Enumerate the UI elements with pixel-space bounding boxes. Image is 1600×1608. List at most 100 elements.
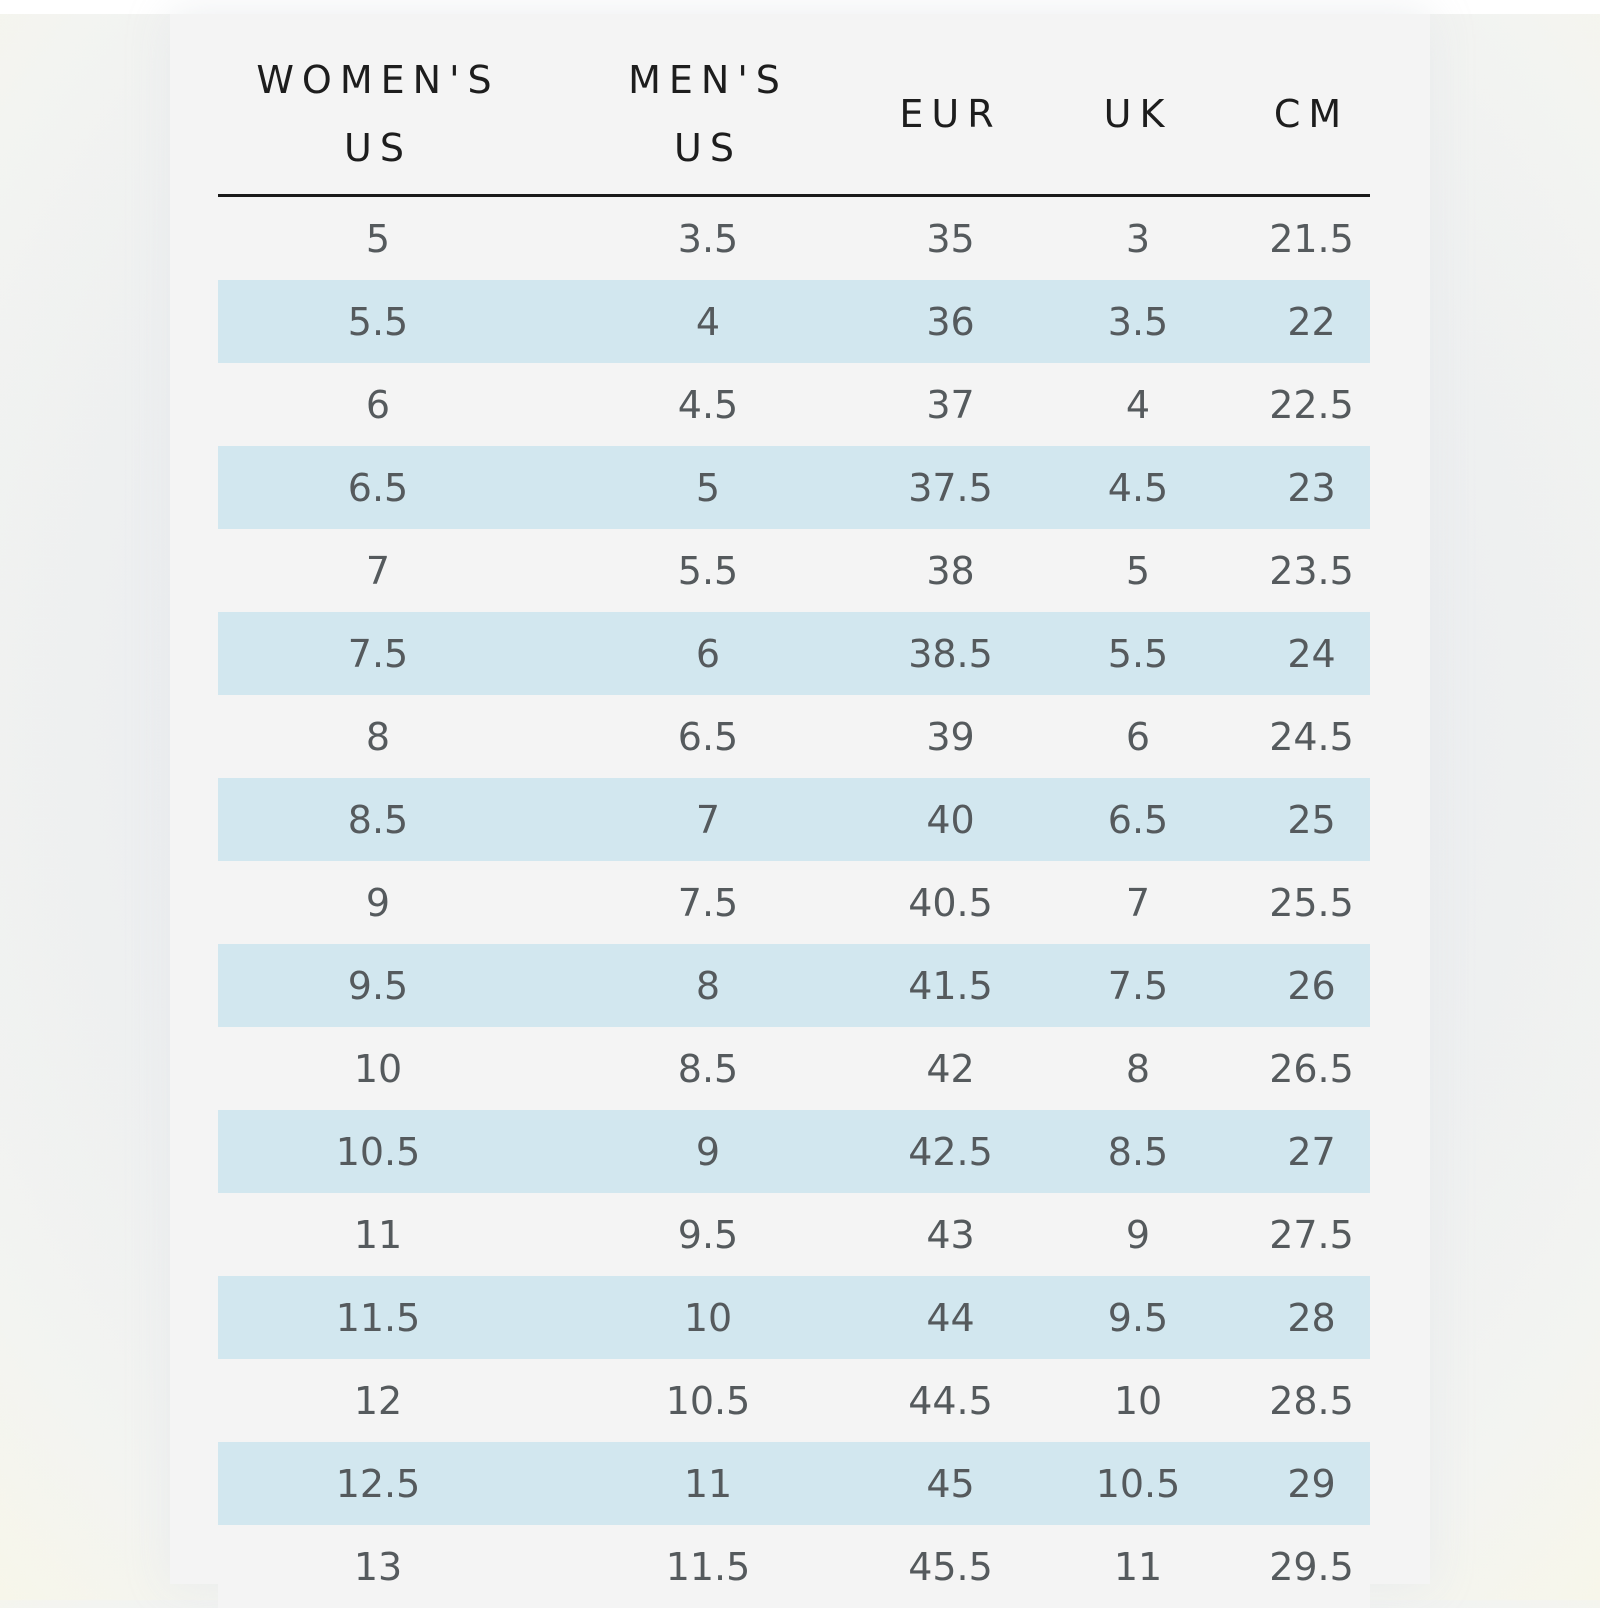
cell-mens-us: 6 [695, 631, 721, 676]
cell-uk: 8 [1125, 1046, 1151, 1091]
cell-mens-us: 11.5 [665, 1544, 751, 1589]
cell-uk: 6 [1125, 714, 1151, 759]
cell-womens-us: 11 [353, 1212, 403, 1257]
cell-womens-us: 7.5 [347, 631, 409, 676]
cell-womens-us: 10 [353, 1046, 403, 1091]
table-body: 5 3.5 35 3 21.5 5.5 4 36 3.5 22 6 4.5 37 4 22.5 6.5 5 37.… [218, 197, 1370, 1608]
table-row: 10 8.5 42 8 26.5 [218, 1027, 1370, 1110]
cell-cm: 27 [1287, 1129, 1336, 1174]
header-eur: EUR [899, 92, 1002, 136]
table-row: 5.5 4 36 3.5 22 [218, 280, 1370, 363]
cell-mens-us: 4 [695, 299, 721, 344]
header-womens-us: WOMEN'S US [256, 58, 500, 170]
top-edge [0, 0, 1600, 14]
cell-eur: 44.5 [908, 1378, 993, 1423]
cell-womens-us: 10.5 [335, 1129, 421, 1174]
cell-womens-us: 6 [365, 382, 391, 427]
table-row: 6 4.5 37 4 22.5 [218, 363, 1370, 446]
cell-uk: 6.5 [1107, 797, 1169, 842]
table-row: 11 9.5 43 9 27.5 [218, 1193, 1370, 1276]
cell-uk: 3 [1125, 216, 1151, 261]
cell-eur: 38 [926, 548, 975, 593]
cell-eur: 37.5 [908, 465, 993, 510]
cell-uk: 9 [1125, 1212, 1151, 1257]
cell-womens-us: 12.5 [335, 1461, 421, 1506]
cell-cm: 29 [1287, 1461, 1336, 1506]
cell-cm: 24.5 [1269, 714, 1354, 759]
cell-mens-us: 7 [695, 797, 721, 842]
cell-mens-us: 6.5 [677, 714, 739, 759]
cell-mens-us: 10 [683, 1295, 733, 1340]
cell-uk: 3.5 [1107, 299, 1169, 344]
table-row: 10.5 9 42.5 8.5 27 [218, 1110, 1370, 1193]
header-uk: UK [1103, 92, 1173, 136]
cell-eur: 35 [926, 216, 975, 261]
cell-eur: 38.5 [908, 631, 993, 676]
cell-uk: 9.5 [1107, 1295, 1169, 1340]
cell-cm: 27.5 [1269, 1212, 1354, 1257]
cell-mens-us: 5 [695, 465, 721, 510]
cell-eur: 37 [926, 382, 975, 427]
cell-womens-us: 8.5 [347, 797, 409, 842]
cell-eur: 39 [926, 714, 975, 759]
cell-eur: 45.5 [908, 1544, 993, 1589]
cell-eur: 43 [926, 1212, 975, 1257]
size-chart-card: WOMEN'S US MEN'S US EUR UK CM 5 3.5 35 3 21.… [170, 14, 1430, 1608]
cell-cm: 23 [1287, 465, 1336, 510]
cell-cm: 24 [1287, 631, 1336, 676]
cell-eur: 40 [926, 797, 975, 842]
cell-mens-us: 7.5 [677, 880, 739, 925]
cell-mens-us: 8 [695, 963, 721, 1008]
cell-uk: 7 [1125, 880, 1151, 925]
table-row: 8 6.5 39 6 24.5 [218, 695, 1370, 778]
cell-cm: 26.5 [1269, 1046, 1354, 1091]
table-row: 11.5 10 44 9.5 28 [218, 1276, 1370, 1359]
table-row: 7.5 6 38.5 5.5 24 [218, 612, 1370, 695]
table-row: 13 11.5 45.5 11 29.5 [218, 1525, 1370, 1608]
cell-uk: 10.5 [1095, 1461, 1181, 1506]
cell-womens-us: 9.5 [347, 963, 409, 1008]
cell-womens-us: 12 [353, 1378, 403, 1423]
table-row: 9 7.5 40.5 7 25.5 [218, 861, 1370, 944]
cell-uk: 8.5 [1107, 1129, 1169, 1174]
cell-eur: 36 [926, 299, 975, 344]
cell-eur: 42 [926, 1046, 975, 1091]
table-row: 5 3.5 35 3 21.5 [218, 197, 1370, 280]
cell-womens-us: 5.5 [347, 299, 409, 344]
table-row: 12.5 11 45 10.5 29 [218, 1442, 1370, 1525]
cell-womens-us: 8 [365, 714, 391, 759]
cell-womens-us: 13 [353, 1544, 403, 1589]
cell-uk: 11 [1113, 1544, 1163, 1589]
cell-uk: 5 [1125, 548, 1151, 593]
table-row: 12 10.5 44.5 10 28.5 [218, 1359, 1370, 1442]
cell-eur: 40.5 [908, 880, 993, 925]
cell-cm: 28.5 [1269, 1378, 1354, 1423]
cell-mens-us: 9.5 [677, 1212, 739, 1257]
header-mens-us: MEN'S US [628, 58, 788, 170]
cell-mens-us: 5.5 [677, 548, 739, 593]
cell-cm: 22 [1287, 299, 1336, 344]
cell-mens-us: 3.5 [677, 216, 739, 261]
cell-mens-us: 11 [683, 1461, 733, 1506]
cell-womens-us: 11.5 [335, 1295, 421, 1340]
cell-uk: 7.5 [1107, 963, 1169, 1008]
cell-cm: 29.5 [1269, 1544, 1354, 1589]
cell-cm: 23.5 [1269, 548, 1354, 593]
cell-eur: 45 [926, 1461, 975, 1506]
cell-cm: 25.5 [1269, 880, 1354, 925]
cell-cm: 25 [1287, 797, 1336, 842]
table-row: 7 5.5 38 5 23.5 [218, 529, 1370, 612]
cell-mens-us: 9 [695, 1129, 721, 1174]
table-row: 8.5 7 40 6.5 25 [218, 778, 1370, 861]
cell-cm: 22.5 [1269, 382, 1354, 427]
cell-mens-us: 4.5 [677, 382, 739, 427]
cell-uk: 4.5 [1107, 465, 1169, 510]
cell-mens-us: 10.5 [665, 1378, 751, 1423]
table-header: WOMEN'S US MEN'S US EUR UK CM [218, 14, 1370, 197]
size-chart-table: WOMEN'S US MEN'S US EUR UK CM 5 3.5 35 3 21.… [218, 14, 1370, 1608]
cell-cm: 28 [1287, 1295, 1336, 1340]
cell-womens-us: 7 [365, 548, 391, 593]
cell-womens-us: 5 [365, 216, 391, 261]
table-row: 9.5 8 41.5 7.5 26 [218, 944, 1370, 1027]
header-cm: CM [1273, 92, 1350, 136]
